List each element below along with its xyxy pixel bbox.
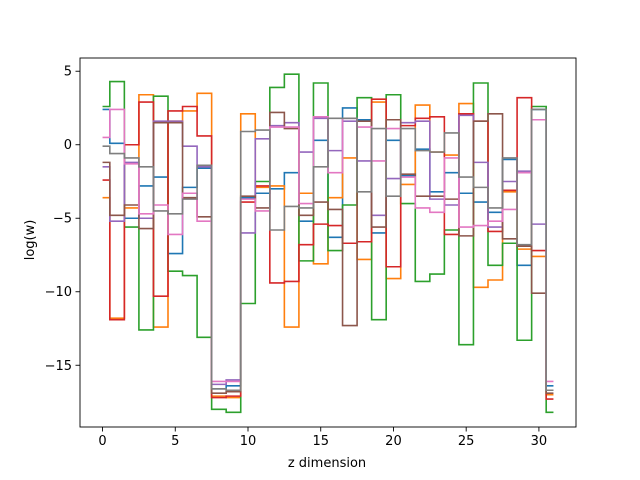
y-tick-label: −5 [53, 212, 72, 227]
series-line-7 [102, 108, 554, 383]
x-tick-label: 30 [531, 434, 548, 449]
y-tick-label: −15 [45, 359, 72, 374]
series-line-6 [102, 111, 554, 394]
axes: 0 5 10 15 20 25 30 5 0 −5 −10 −15 [45, 57, 577, 449]
x-tick-label: 25 [458, 434, 475, 449]
y-axis-label: log(w) [23, 220, 38, 261]
x-tick-label: 15 [312, 434, 329, 449]
x-axis-label: z dimension [288, 456, 366, 471]
x-tick-label: 5 [171, 434, 179, 449]
x-tick-label: 0 [98, 434, 106, 449]
series-line-8 [102, 108, 554, 392]
y-tick-label: −10 [45, 285, 72, 300]
series-layer [102, 73, 554, 414]
axes-frame [79, 57, 577, 428]
y-tick-label: 5 [64, 65, 72, 80]
y-tick-label: 0 [64, 138, 72, 153]
x-tick-label: 20 [385, 434, 402, 449]
x-tick-label: 10 [240, 434, 257, 449]
